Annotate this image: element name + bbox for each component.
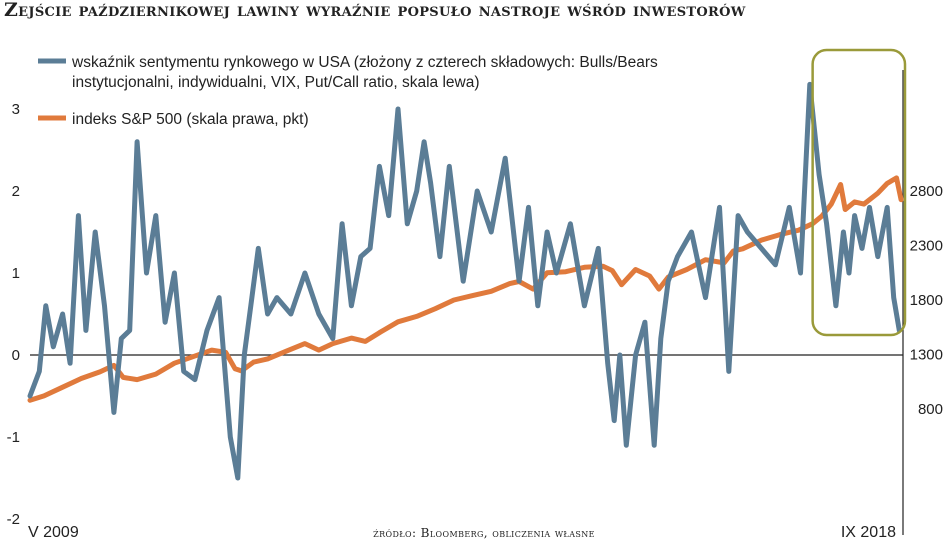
right-tick-label: 1800 <box>910 292 943 309</box>
x-end-label: IX 2018 <box>841 524 896 541</box>
left-tick-label: -2 <box>7 511 20 528</box>
legend-label-sp500: indeks S&P 500 (skala prawa, pkt) <box>72 111 309 128</box>
right-tick-label: 2300 <box>910 238 943 255</box>
legend: wskaźnik sentymentu rynkowego w USA (zło… <box>38 54 658 128</box>
right-axis: 800 1300 1800 2300 2800 <box>910 183 943 418</box>
series-line-sentiment <box>27 81 902 481</box>
left-tick-label: 3 <box>12 101 20 118</box>
series-layer <box>27 81 904 481</box>
right-tick-label: 2800 <box>910 183 943 200</box>
highlight-box <box>811 48 907 337</box>
left-tick-label: 1 <box>12 265 20 282</box>
source-note: źródło: Bloomberg, obliczenia własne <box>373 526 595 540</box>
right-tick-label: 800 <box>918 401 943 418</box>
right-tick-label: 1300 <box>910 347 943 364</box>
legend-label-sentiment-1: wskaźnik sentymentu rynkowego w USA (zło… <box>71 54 658 71</box>
left-axis: -2 -1 0 1 2 3 <box>7 101 20 528</box>
legend-label-sentiment-2: instytucjonalni, indywidualni, VIX, Put/… <box>72 74 480 91</box>
x-start-label: V 2009 <box>28 524 79 541</box>
chart-title: Zejście październikowej lawiny wyraźnie … <box>4 0 746 21</box>
left-tick-label: -1 <box>7 429 20 446</box>
series-line-sp500 <box>27 175 904 403</box>
left-tick-label: 0 <box>12 347 20 364</box>
left-tick-label: 2 <box>12 183 20 200</box>
